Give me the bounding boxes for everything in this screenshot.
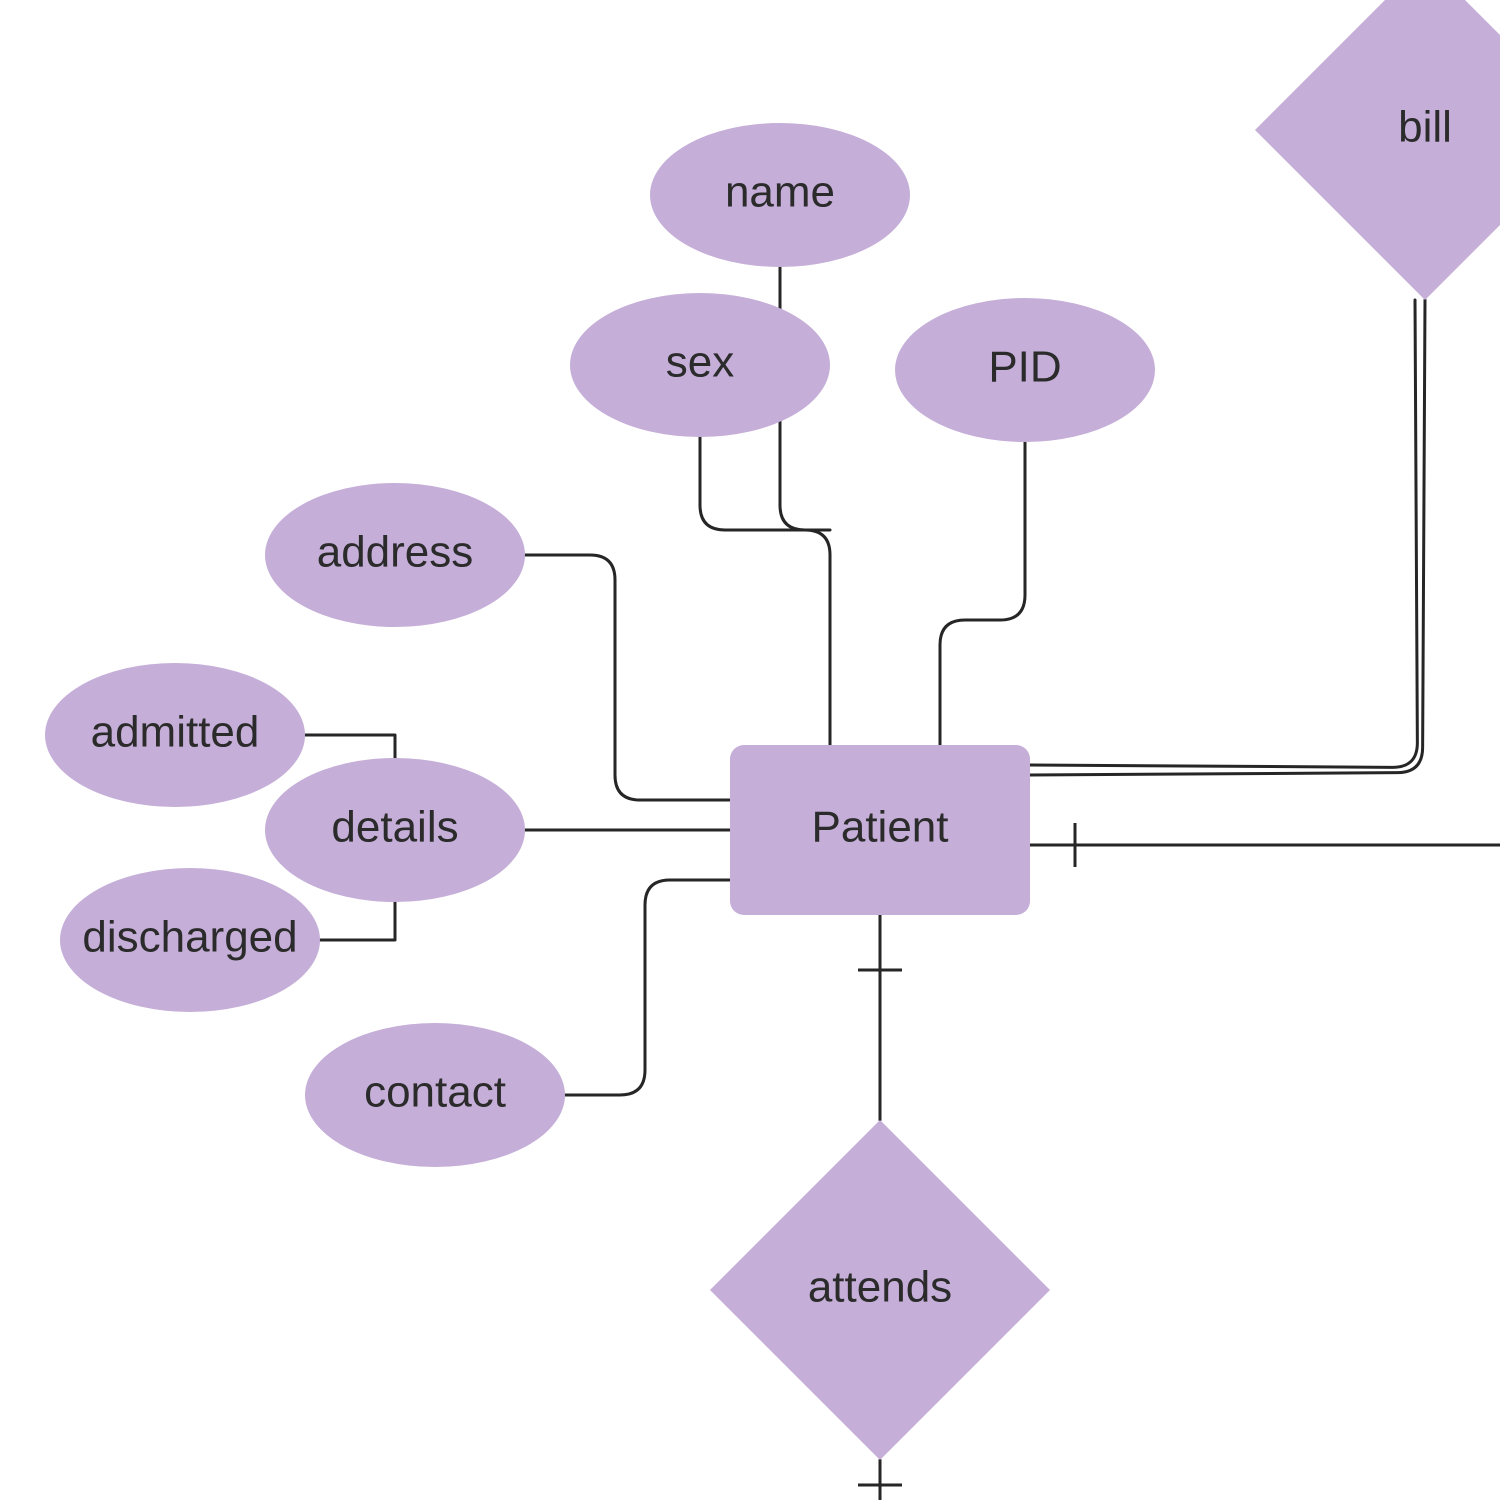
er-diagram: Patient name sex PID address admitted details d… xyxy=(0,0,1500,1500)
node-admitted: admitted xyxy=(45,663,305,807)
node-contact: contact xyxy=(305,1023,565,1167)
node-pid: PID xyxy=(895,298,1155,442)
label-name: name xyxy=(725,168,835,217)
edge-pid-patient xyxy=(940,440,1025,745)
edge-address-patient xyxy=(520,555,730,800)
label-sex: sex xyxy=(666,338,734,387)
label-address: address xyxy=(317,528,474,577)
node-patient: Patient xyxy=(730,745,1030,915)
label-pid: PID xyxy=(988,343,1061,392)
label-contact: contact xyxy=(364,1068,506,1117)
edge-contact-patient xyxy=(560,880,730,1095)
label-admitted: admitted xyxy=(91,708,260,757)
node-address: address xyxy=(265,483,525,627)
label-bill: bill xyxy=(1398,103,1452,152)
label-attends: attends xyxy=(808,1263,952,1312)
edge-admitted-details xyxy=(300,735,395,760)
edge-discharged-details xyxy=(315,900,395,940)
node-discharged: discharged xyxy=(60,868,320,1012)
node-bill: bill xyxy=(1255,0,1500,300)
nodes-layer: Patient name sex PID address admitted details d… xyxy=(45,0,1500,1460)
label-discharged: discharged xyxy=(82,913,297,962)
label-patient: Patient xyxy=(812,803,949,852)
node-details: details xyxy=(265,758,525,902)
label-details: details xyxy=(331,803,458,852)
edge-sex-patient xyxy=(700,435,830,745)
node-name: name xyxy=(650,123,910,267)
node-attends: attends xyxy=(710,1120,1050,1460)
node-sex: sex xyxy=(570,293,830,437)
